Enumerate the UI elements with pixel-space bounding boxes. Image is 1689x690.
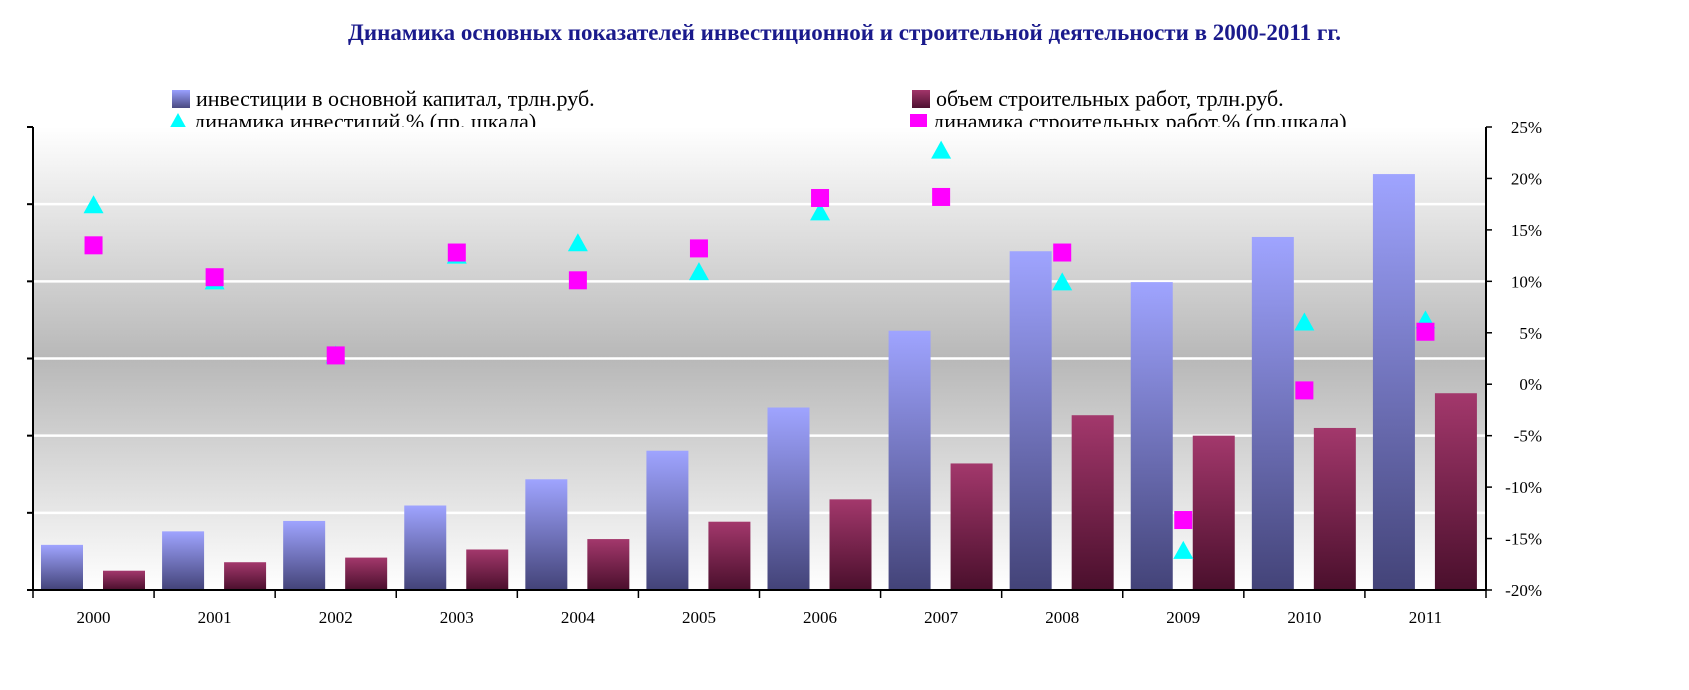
x-tick-label: 2006 — [803, 608, 837, 627]
right-tick-label: 0% — [1519, 375, 1542, 394]
marker-construction-dynamics — [84, 236, 103, 255]
marker-investment-dynamics — [1173, 540, 1194, 559]
bar-investment — [1009, 251, 1052, 590]
marker-construction-dynamics — [811, 188, 830, 207]
marker-construction-dynamics — [689, 239, 708, 258]
right-tick-label: -10% — [1505, 478, 1542, 497]
legend-item-investment: инвестиции в основной капитал, трлн.руб. — [172, 86, 595, 112]
marker-construction-dynamics — [326, 346, 345, 365]
x-tick-label: 2003 — [440, 608, 474, 627]
x-tick-label: 2011 — [1409, 608, 1442, 627]
marker-construction-dynamics — [447, 243, 466, 262]
bar-investment — [1372, 174, 1415, 591]
x-tick-label: 2000 — [77, 608, 111, 627]
marker-construction-dynamics — [1295, 381, 1314, 400]
legend-swatch-investment — [172, 90, 190, 108]
x-tick-label: 2009 — [1166, 608, 1200, 627]
marker-investment-dynamics — [567, 233, 588, 252]
legend-swatch-construction — [912, 90, 930, 108]
x-tick-label: 2007 — [924, 608, 959, 627]
bar-construction — [224, 562, 267, 590]
marker-construction-dynamics — [1174, 511, 1193, 530]
legend-label-construction: объем строительных работ, трлн.руб. — [936, 86, 1284, 111]
marker-investment-dynamics — [83, 195, 104, 214]
bar-investment — [767, 407, 810, 590]
bar-investment — [1251, 236, 1294, 590]
bar-construction — [1192, 435, 1235, 590]
bar-investment — [525, 479, 568, 590]
bar-construction — [708, 521, 751, 590]
bar-construction — [829, 499, 872, 590]
right-tick-label: 15% — [1511, 221, 1542, 240]
x-tick-label: 2002 — [319, 608, 353, 627]
marker-construction-dynamics — [568, 271, 587, 290]
x-tick-label: 2008 — [1045, 608, 1079, 627]
legend-triangle-icon — [168, 113, 188, 131]
bar-investment — [404, 505, 447, 590]
right-tick-label: -15% — [1505, 530, 1542, 549]
bar-investment — [162, 531, 205, 590]
bar-construction — [1434, 393, 1477, 590]
marker-construction-dynamics — [932, 187, 951, 206]
bar-construction — [950, 463, 993, 590]
x-tick-label: 2001 — [198, 608, 232, 627]
marker-investment-dynamics — [810, 202, 831, 221]
x-tick-label: 2004 — [561, 608, 596, 627]
bar-investment — [888, 330, 931, 590]
x-tick-label: 2005 — [682, 608, 716, 627]
bar-construction — [587, 539, 630, 590]
right-tick-label: -5% — [1514, 427, 1542, 446]
marker-investment-dynamics — [1294, 312, 1315, 331]
bar-construction — [1071, 415, 1114, 590]
legend-item-construction: объем строительных работ, трлн.руб. — [912, 86, 1284, 112]
bar-investment — [646, 450, 689, 590]
marker-construction-dynamics — [205, 268, 224, 287]
x-tick-label: 2010 — [1287, 608, 1321, 627]
bar-construction — [1313, 427, 1356, 590]
marker-construction-dynamics — [1416, 322, 1435, 341]
marker-investment-dynamics — [1052, 272, 1073, 291]
bar-construction — [466, 549, 509, 590]
right-tick-label: 10% — [1511, 272, 1542, 291]
bar-investment — [41, 544, 83, 590]
right-tick-label: 25% — [1511, 118, 1542, 137]
right-tick-label: 20% — [1511, 169, 1542, 188]
bar-construction — [103, 570, 145, 590]
marker-investment-dynamics — [688, 262, 709, 281]
marker-construction-dynamics — [1053, 243, 1072, 262]
bar-investment — [283, 520, 326, 590]
bar-investment — [1130, 282, 1173, 590]
legend-label-investment: инвестиции в основной капитал, трлн.руб. — [196, 86, 595, 111]
right-tick-label: -20% — [1505, 581, 1542, 600]
right-tick-label: 5% — [1519, 324, 1542, 343]
legend-square-icon — [910, 113, 927, 131]
bar-construction — [345, 557, 388, 590]
marker-investment-dynamics — [931, 140, 952, 159]
chart-title: Динамика основных показателей инвестицио… — [348, 20, 1341, 45]
